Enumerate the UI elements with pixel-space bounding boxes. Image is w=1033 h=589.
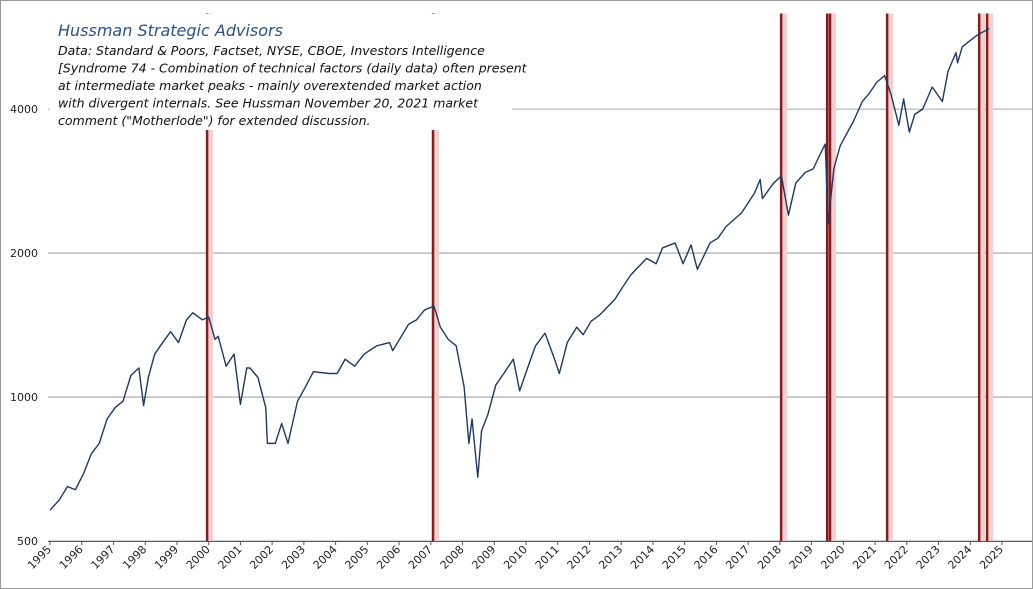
y-tick-label: 2000 xyxy=(10,247,38,260)
annotation-line: [Syndrome 74 - Combination of technical … xyxy=(58,61,528,76)
chart-title: Hussman Strategic Advisors xyxy=(58,21,283,40)
annotation-background xyxy=(50,14,512,130)
y-tick-label: 500 xyxy=(17,535,38,548)
plot xyxy=(49,27,990,511)
annotation-line: comment ("Motherlode") for extended disc… xyxy=(58,113,370,128)
marker-shadow xyxy=(434,13,440,541)
y-tick-label: 4000 xyxy=(10,103,38,116)
annotation-line: with divergent internals. See Hussman No… xyxy=(58,96,479,111)
marker-shadow xyxy=(988,13,994,541)
marker-shadow xyxy=(831,13,837,541)
y-tick-label: 1000 xyxy=(10,391,38,404)
annotation: Hussman Strategic Advisors Data: Standar… xyxy=(50,14,528,130)
marker-shadow xyxy=(980,13,986,541)
marker-shadow xyxy=(888,13,894,541)
annotation-line: Data: Standard & Poors, Factset, NYSE, C… xyxy=(58,43,485,58)
series-line xyxy=(49,27,990,511)
marker-shadow xyxy=(208,13,214,541)
annotation-line: at intermediate market peaks - mainly ov… xyxy=(58,78,482,93)
marker-shadow xyxy=(782,13,788,541)
